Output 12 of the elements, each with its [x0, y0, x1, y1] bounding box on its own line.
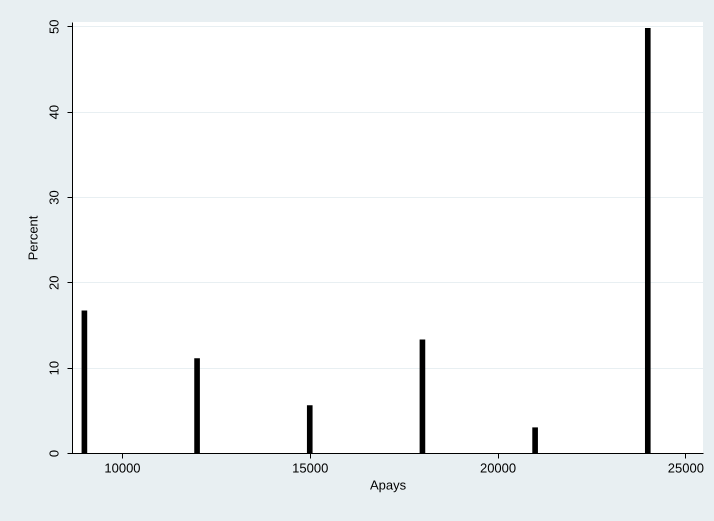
y-tick-label: 20 — [46, 276, 62, 290]
x-tick-label: 20000 — [480, 460, 516, 476]
x-tick-label: 25000 — [668, 460, 704, 476]
x-tick-label: 10000 — [104, 460, 141, 476]
y-axis-title: Percent — [26, 215, 40, 260]
y-tick-label: 30 — [46, 190, 62, 205]
x-tick-label: 15000 — [292, 460, 328, 476]
y-tick-label: 0 — [46, 450, 62, 458]
y-tick-label: 40 — [46, 104, 62, 120]
y-tick-label: 50 — [46, 20, 62, 34]
x-axis-title: Apays — [370, 478, 407, 492]
y-tick-label: 10 — [46, 360, 62, 376]
